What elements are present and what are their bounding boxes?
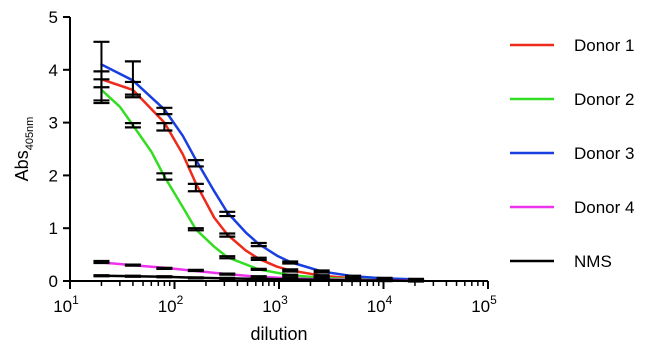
data-point xyxy=(408,279,425,283)
data-point xyxy=(313,278,330,282)
legend-label: Donor 3 xyxy=(574,144,634,163)
legend-item: Donor 2 xyxy=(510,90,634,109)
y-tick-label: 2 xyxy=(49,166,58,185)
data-point xyxy=(345,278,362,283)
data-point xyxy=(156,122,173,132)
data-point xyxy=(219,210,236,218)
data-point xyxy=(219,232,236,238)
data-point xyxy=(124,263,141,267)
data-point xyxy=(282,273,299,277)
x-tick-exponent: 4 xyxy=(386,293,393,307)
x-tick-exponent: 3 xyxy=(281,293,288,307)
data-point xyxy=(250,256,267,261)
series-curves xyxy=(100,63,418,283)
data-point xyxy=(93,259,110,265)
data-point xyxy=(124,122,141,129)
x-tick-label: 104 xyxy=(367,293,393,316)
data-point xyxy=(282,260,299,265)
x-tick-base: 10 xyxy=(53,297,72,316)
data-point xyxy=(250,241,267,248)
legend-item: Donor 1 xyxy=(510,36,634,55)
x-tick-base: 10 xyxy=(158,297,177,316)
legend-label: Donor 1 xyxy=(574,36,634,55)
data-point xyxy=(93,274,110,278)
data-point xyxy=(313,269,330,274)
legend-item: Donor 3 xyxy=(510,144,634,163)
series-line-3 xyxy=(100,63,418,281)
data-point xyxy=(250,267,267,272)
data-point xyxy=(93,40,110,105)
data-point xyxy=(187,158,204,168)
data-point xyxy=(124,60,141,99)
legend-item: NMS xyxy=(510,252,612,271)
y-tick-label: 0 xyxy=(49,272,58,291)
x-tick-base: 10 xyxy=(471,297,490,316)
data-point xyxy=(219,255,236,260)
y-tick-label: 5 xyxy=(49,8,58,27)
data-point xyxy=(156,275,173,279)
data-point xyxy=(282,268,299,273)
data-point xyxy=(282,277,299,282)
data-point xyxy=(250,275,267,279)
legend-label: Donor 2 xyxy=(574,90,634,109)
x-tick-base: 10 xyxy=(367,297,386,316)
data-point xyxy=(345,274,362,278)
x-axis-title: dilution xyxy=(250,324,307,344)
x-tick-base: 10 xyxy=(262,297,281,316)
data-point xyxy=(219,276,236,280)
legend-label: Donor 4 xyxy=(574,198,634,217)
y-axis-title-main: Abs xyxy=(12,150,32,181)
series-line-1 xyxy=(100,78,418,282)
series-line-2 xyxy=(100,88,418,282)
y-tick-label: 4 xyxy=(49,61,58,80)
data-point xyxy=(187,182,204,193)
x-tick-label: 103 xyxy=(262,293,288,316)
data-point xyxy=(156,172,173,181)
x-tick-exponent: 5 xyxy=(490,293,497,307)
x-tick-exponent: 2 xyxy=(177,293,184,307)
legend-label: NMS xyxy=(574,252,612,271)
x-tick-label: 105 xyxy=(471,293,497,316)
data-point xyxy=(376,278,393,283)
x-tick-exponent: 1 xyxy=(72,293,79,307)
x-tick-label: 101 xyxy=(53,293,79,316)
y-tick-label: 3 xyxy=(49,114,58,133)
data-point xyxy=(187,227,204,232)
legend: Donor 1 Donor 2 Donor 3 Donor 4 NMS xyxy=(510,36,634,271)
data-point xyxy=(313,274,330,278)
data-point xyxy=(187,276,204,280)
data-point xyxy=(250,277,267,281)
data-point xyxy=(156,106,173,116)
data-point xyxy=(156,266,173,270)
error-bars xyxy=(93,40,425,283)
y-tick-label: 1 xyxy=(49,219,58,238)
data-point xyxy=(376,276,393,280)
y-axis-title: Abs405nm xyxy=(12,117,36,182)
x-tick-label: 102 xyxy=(158,293,184,316)
y-axis-title-subscript: 405nm xyxy=(24,117,36,151)
data-point xyxy=(219,272,236,276)
data-point xyxy=(124,274,141,278)
data-point xyxy=(187,268,204,273)
legend-item: Donor 4 xyxy=(510,198,634,217)
